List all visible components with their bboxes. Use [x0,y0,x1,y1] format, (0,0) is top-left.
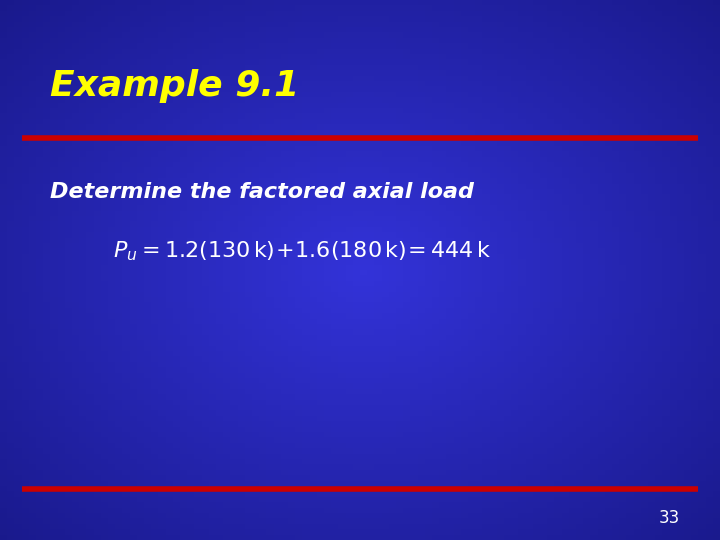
Text: 33: 33 [659,509,680,528]
Text: $P_u = 1.2\left(130\,\mathrm{k}\right)\!+\!1.6\left(180\,\mathrm{k}\right)\!=444: $P_u = 1.2\left(130\,\mathrm{k}\right)\!… [113,239,492,263]
Text: Determine the factored axial load: Determine the factored axial load [50,181,474,202]
Text: Example 9.1: Example 9.1 [50,70,300,103]
